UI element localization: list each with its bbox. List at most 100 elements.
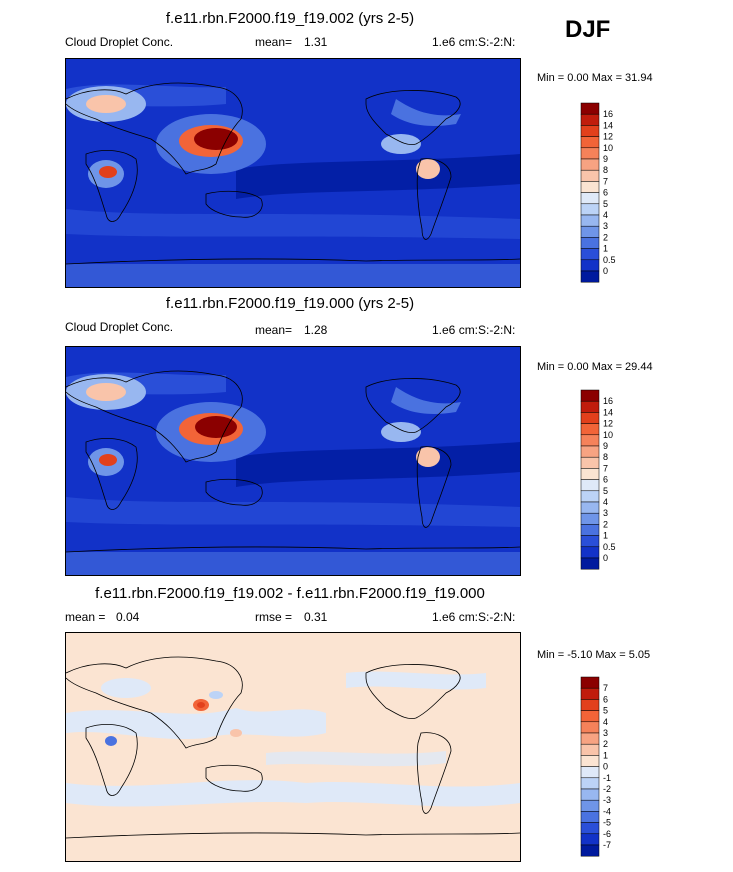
colorbar-tick-label: 8 bbox=[603, 452, 608, 462]
panel1-mean-value: 1.31 bbox=[304, 35, 328, 49]
panel1-variable: Cloud Droplet Conc. bbox=[65, 35, 174, 49]
panel2-mean-label: mean= bbox=[255, 323, 293, 337]
colorbar-box bbox=[580, 535, 600, 548]
panel1-map bbox=[65, 58, 521, 288]
panel3-mean-value: 0.04 bbox=[116, 610, 140, 624]
colorbar-box bbox=[580, 811, 600, 823]
colorbar-box bbox=[580, 192, 600, 205]
colorbar-box bbox=[580, 102, 600, 115]
season-label: DJF bbox=[565, 16, 611, 43]
colorbar-tick-label: 3 bbox=[603, 221, 608, 231]
panel1-colorbar: 16 14 12 10 9 8 7 6 5 4 3 2 1 0.5 0 bbox=[580, 102, 641, 283]
colorbar-tick-label: 1 bbox=[603, 531, 608, 541]
colorbar-box bbox=[580, 136, 600, 149]
colorbar-box bbox=[580, 524, 600, 536]
panel3-colorbar: 7 6 5 4 3 2 1 0 -1 -2 -3 -4 -5 -6 -7 bbox=[580, 676, 641, 857]
colorbar-tick-label: 3 bbox=[603, 728, 608, 738]
colorbar-tick-label: 7 bbox=[603, 463, 608, 473]
colorbar-box bbox=[580, 699, 600, 711]
colorbar-box bbox=[580, 400, 600, 413]
colorbar-box bbox=[580, 710, 600, 723]
panel3-units: 1.e6 cm:S:-2:N: bbox=[432, 610, 516, 624]
colorbar-box bbox=[580, 423, 600, 436]
colorbar-box bbox=[580, 676, 600, 689]
colorbar-box bbox=[580, 248, 600, 261]
panel3-map bbox=[65, 632, 521, 862]
colorbar-tick-label: 10 bbox=[603, 143, 613, 153]
panel1-units: 1.e6 cm:S:-2:N: bbox=[432, 35, 516, 49]
colorbar-tick-label: 8 bbox=[603, 165, 608, 175]
colorbar-box bbox=[580, 237, 600, 249]
colorbar-box bbox=[580, 125, 600, 137]
colorbar-tick-label: -7 bbox=[603, 840, 611, 850]
panel1-minmax: Min = 0.00 Max = 31.94 bbox=[537, 72, 653, 84]
colorbar-box bbox=[580, 844, 600, 857]
colorbar-box bbox=[580, 822, 600, 835]
colorbar-box bbox=[580, 766, 600, 779]
colorbar-box bbox=[580, 799, 600, 812]
colorbar-tick-label: 1 bbox=[603, 750, 608, 760]
colorbar-box bbox=[580, 456, 600, 469]
colorbar-tick-label: 14 bbox=[603, 407, 613, 417]
colorbar-tick-label: 5 bbox=[603, 199, 608, 209]
colorbar-tick-label: -1 bbox=[603, 773, 611, 783]
panel2-minmax: Min = 0.00 Max = 29.44 bbox=[537, 361, 653, 373]
colorbar-tick-label: 9 bbox=[603, 441, 608, 451]
colorbar-box bbox=[580, 259, 600, 272]
panel2-variable: Cloud Droplet Conc. bbox=[65, 320, 174, 334]
colorbar-tick-label: 3 bbox=[603, 508, 608, 518]
colorbar-box bbox=[580, 445, 600, 458]
colorbar-box bbox=[580, 546, 600, 559]
colorbar-box bbox=[580, 270, 600, 283]
colorbar-box bbox=[580, 501, 600, 514]
colorbar-box bbox=[580, 557, 600, 570]
colorbar-tick-label: 0 bbox=[603, 762, 608, 772]
colorbar-tick-label: 16 bbox=[603, 396, 613, 406]
colorbar-box bbox=[580, 203, 600, 216]
colorbar-box bbox=[580, 788, 600, 801]
colorbar-box bbox=[580, 214, 600, 227]
colorbar-tick-label: 7 bbox=[603, 683, 608, 693]
colorbar-tick-label: 0 bbox=[603, 266, 608, 276]
colorbar-tick-label: 0 bbox=[603, 553, 608, 563]
colorbar-box bbox=[580, 833, 600, 846]
colorbar-box bbox=[580, 777, 600, 790]
colorbar-tick-label: -3 bbox=[603, 795, 611, 805]
panel1-title: f.e11.rbn.F2000.f19_f19.002 (yrs 2-5) bbox=[165, 10, 415, 27]
panel3-minmax: Min = -5.10 Max = 5.05 bbox=[537, 649, 651, 661]
colorbar-tick-label: 7 bbox=[603, 176, 608, 186]
colorbar-tick-label: 1 bbox=[603, 244, 608, 254]
colorbar-tick-label: 16 bbox=[603, 109, 613, 119]
colorbar-tick-label: -5 bbox=[603, 818, 611, 828]
colorbar-box bbox=[580, 225, 600, 238]
panel3-rmse-value: 0.31 bbox=[304, 610, 328, 624]
colorbar-box bbox=[580, 389, 600, 402]
colorbar-tick-label: 2 bbox=[603, 739, 608, 749]
colorbar-tick-label: 12 bbox=[603, 419, 613, 429]
colorbar-tick-label: 4 bbox=[603, 497, 608, 507]
panel3-mean-label: mean = bbox=[65, 610, 106, 624]
colorbar-box bbox=[580, 169, 600, 182]
colorbar-tick-label: 6 bbox=[603, 188, 608, 198]
colorbar-tick-label: 0.5 bbox=[603, 542, 616, 552]
colorbar-tick-label: 9 bbox=[603, 154, 608, 164]
colorbar-tick-label: 10 bbox=[603, 430, 613, 440]
colorbar-box bbox=[580, 147, 600, 160]
panel2-map bbox=[65, 346, 521, 576]
colorbar-tick-label: 12 bbox=[603, 132, 613, 142]
panel3-rmse-label: rmse = bbox=[255, 610, 293, 624]
colorbar-tick-label: 5 bbox=[603, 486, 608, 496]
panel2-units: 1.e6 cm:S:-2:N: bbox=[432, 323, 516, 337]
panel2-title: f.e11.rbn.F2000.f19_f19.000 (yrs 2-5) bbox=[165, 295, 415, 312]
colorbar-tick-label: 14 bbox=[603, 120, 613, 130]
colorbar-tick-label: 2 bbox=[603, 519, 608, 529]
colorbar-box bbox=[580, 479, 600, 492]
colorbar-box bbox=[580, 512, 600, 525]
panel2-colorbar: 16 14 12 10 9 8 7 6 5 4 3 2 1 0.5 0 bbox=[580, 389, 641, 570]
colorbar-box bbox=[580, 687, 600, 700]
colorbar-tick-label: 4 bbox=[603, 717, 608, 727]
colorbar-box bbox=[580, 490, 600, 503]
panel2-mean-value: 1.28 bbox=[304, 323, 328, 337]
colorbar-tick-label: 4 bbox=[603, 210, 608, 220]
colorbar-box bbox=[580, 434, 600, 447]
